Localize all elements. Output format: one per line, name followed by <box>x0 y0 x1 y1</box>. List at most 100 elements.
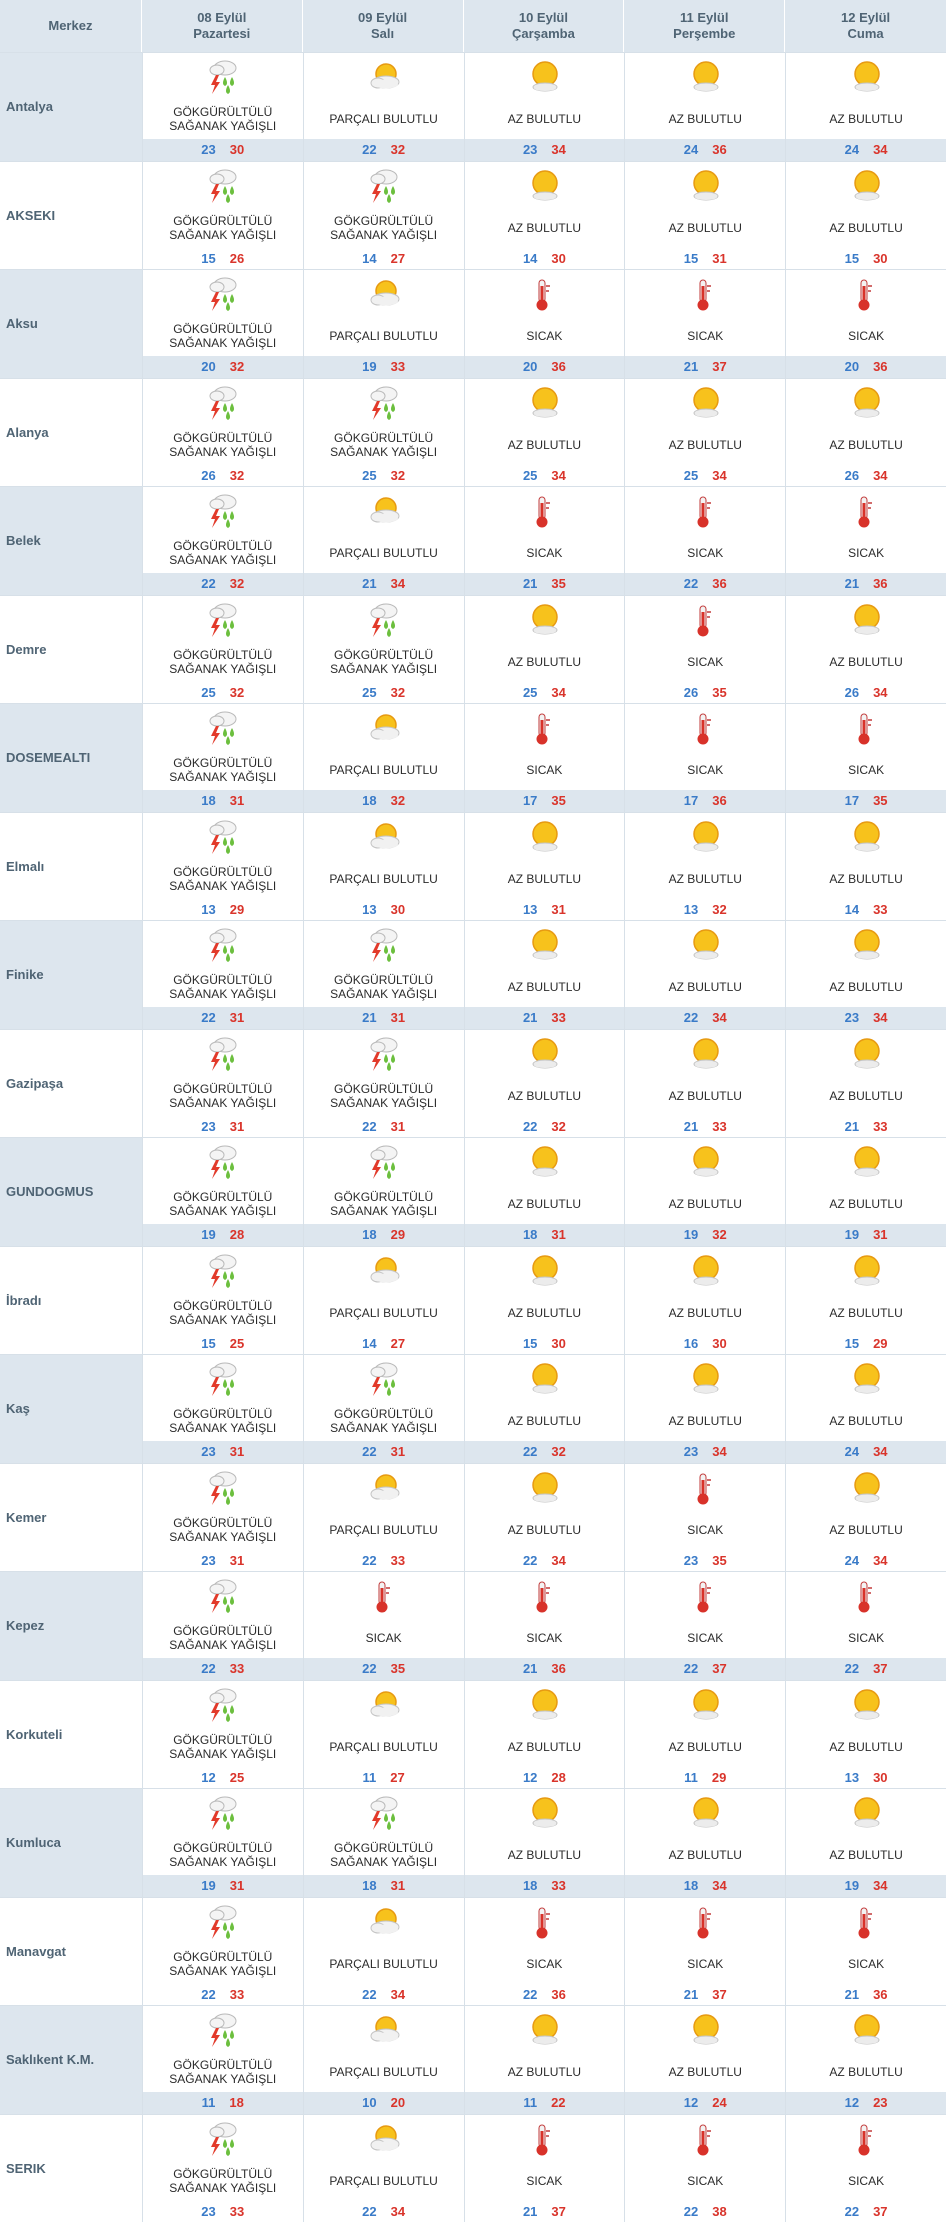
condition-label: SICAK <box>625 535 785 571</box>
thermometer-hot-icon <box>304 1576 464 1616</box>
mostly-sunny-icon <box>786 1034 946 1074</box>
min-temp: 14 <box>362 1336 376 1351</box>
mostly-sunny-icon <box>786 1468 946 1508</box>
city-name: GUNDOGMUS <box>0 1138 142 1246</box>
partly-cloudy-icon <box>304 1902 464 1942</box>
city-name: Aksu <box>0 270 142 378</box>
thunderstorm-rain-icon <box>143 383 303 423</box>
mostly-sunny-icon <box>465 2010 625 2050</box>
max-temp: 36 <box>551 1661 565 1676</box>
min-temp: 22 <box>201 1661 215 1676</box>
max-temp: 30 <box>712 1336 726 1351</box>
mostly-sunny-icon <box>625 1034 785 1074</box>
mostly-sunny-icon <box>786 1793 946 1833</box>
condition-label: SICAK <box>465 752 625 788</box>
condition-label: SICAK <box>786 1620 946 1656</box>
min-temp: 17 <box>523 793 537 808</box>
day-header: 09 Eylül Salı <box>303 0 464 52</box>
min-temp: 18 <box>362 1227 376 1242</box>
max-temp: 28 <box>551 1770 565 1785</box>
min-temp: 25 <box>362 685 376 700</box>
max-temp: 31 <box>391 1010 405 1025</box>
partly-cloudy-icon <box>304 1251 464 1291</box>
min-temp: 12 <box>523 1770 537 1785</box>
condition-label: GÖKGÜRÜLTÜLÜ SAĞANAK YAĞIŞLI <box>143 2054 303 2090</box>
condition-label: AZ BULUTLU <box>465 1729 625 1765</box>
max-temp: 35 <box>391 1661 405 1676</box>
max-temp: 34 <box>551 685 565 700</box>
city-name: Antalya <box>0 53 142 161</box>
max-temp: 33 <box>391 1553 405 1568</box>
max-temp: 27 <box>391 251 405 266</box>
min-temp: 23 <box>523 142 537 157</box>
condition-label: AZ BULUTLU <box>786 1837 946 1873</box>
min-temp: 21 <box>523 576 537 591</box>
max-temp: 35 <box>551 793 565 808</box>
condition-label: SICAK <box>625 318 785 354</box>
max-temp: 38 <box>712 2204 726 2219</box>
partly-cloudy-icon <box>304 2010 464 2050</box>
max-temp: 34 <box>551 468 565 483</box>
condition-label: SICAK <box>304 1620 464 1656</box>
condition-label: GÖKGÜRÜLTÜLÜ SAĞANAK YAĞIŞLI <box>304 1186 464 1222</box>
mostly-sunny-icon <box>786 2010 946 2050</box>
min-temp: 22 <box>201 576 215 591</box>
condition-label: SICAK <box>465 1946 625 1982</box>
max-temp: 37 <box>712 359 726 374</box>
min-temp: 21 <box>684 1119 698 1134</box>
min-temp: 22 <box>362 142 376 157</box>
min-temp: 17 <box>684 793 698 808</box>
merkez-header: Merkez <box>0 0 142 52</box>
mostly-sunny-icon <box>625 1359 785 1399</box>
thunderstorm-rain-icon <box>143 817 303 857</box>
condition-label: SICAK <box>465 318 625 354</box>
min-temp: 20 <box>523 359 537 374</box>
max-temp: 31 <box>230 1553 244 1568</box>
condition-label: PARÇALI BULUTLU <box>304 2054 464 2090</box>
condition-label: AZ BULUTLU <box>625 969 785 1005</box>
min-temp: 14 <box>362 251 376 266</box>
city-name: Manavgat <box>0 1898 142 2006</box>
thermometer-hot-icon <box>786 1902 946 1942</box>
mostly-sunny-icon <box>786 57 946 97</box>
min-temp: 18 <box>201 793 215 808</box>
min-temp: 14 <box>845 902 859 917</box>
day-header: 08 Eylül Pazartesi <box>142 0 303 52</box>
min-temp: 21 <box>523 2204 537 2219</box>
max-temp: 30 <box>391 902 405 917</box>
max-temp: 34 <box>391 1987 405 2002</box>
min-temp: 24 <box>845 1444 859 1459</box>
min-temp: 22 <box>523 1119 537 1134</box>
day-header: 10 Eylül Çarşamba <box>464 0 625 52</box>
max-temp: 34 <box>873 1553 887 1568</box>
condition-label: GÖKGÜRÜLTÜLÜ SAĞANAK YAĞIŞLI <box>143 644 303 680</box>
mostly-sunny-icon <box>625 925 785 965</box>
mostly-sunny-icon <box>465 166 625 206</box>
